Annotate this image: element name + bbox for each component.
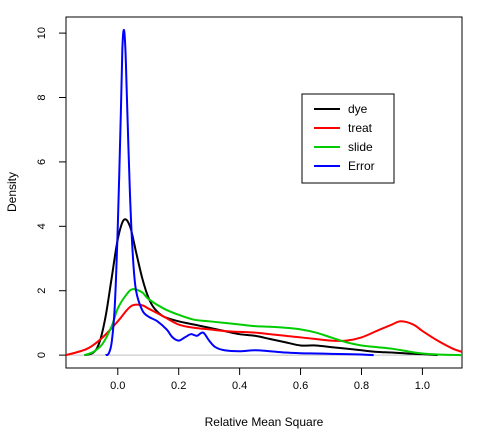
x-axis: 0.0 0.2 0.4 0.6 0.8 1.0 (110, 368, 430, 392)
y-tick-label: 4 (36, 223, 48, 229)
legend-label-error: Error (348, 159, 375, 173)
x-tick-label: 0.6 (293, 380, 308, 392)
series-line-error (105, 28, 374, 357)
legend-label-treat: treat (348, 121, 373, 135)
y-axis: 0 2 4 6 8 10 (36, 27, 66, 358)
series-line-slide (83, 288, 463, 357)
y-tick-label: 2 (36, 288, 48, 294)
legend: dye treat slide Error (301, 93, 395, 184)
x-tick-label: 1.0 (415, 380, 430, 392)
y-tick-label: 0 (36, 352, 48, 358)
x-tick-label: 0.8 (354, 380, 369, 392)
x-tick-label: 0.0 (110, 380, 125, 392)
legend-label-slide: slide (348, 140, 373, 154)
x-axis-label: Relative Mean Square (205, 415, 324, 429)
y-tick-label: 10 (36, 27, 48, 39)
series-layer (65, 28, 463, 357)
legend-label-dye: dye (348, 102, 368, 116)
plot-frame (65, 16, 463, 369)
series-line-treat (65, 303, 463, 357)
y-axis-label: Density (5, 172, 19, 212)
x-tick-label: 0.2 (171, 380, 186, 392)
y-tick-label: 8 (36, 94, 48, 100)
x-tick-label: 0.4 (232, 380, 247, 392)
y-tick-label: 6 (36, 159, 48, 165)
series-line-dye (84, 218, 438, 357)
